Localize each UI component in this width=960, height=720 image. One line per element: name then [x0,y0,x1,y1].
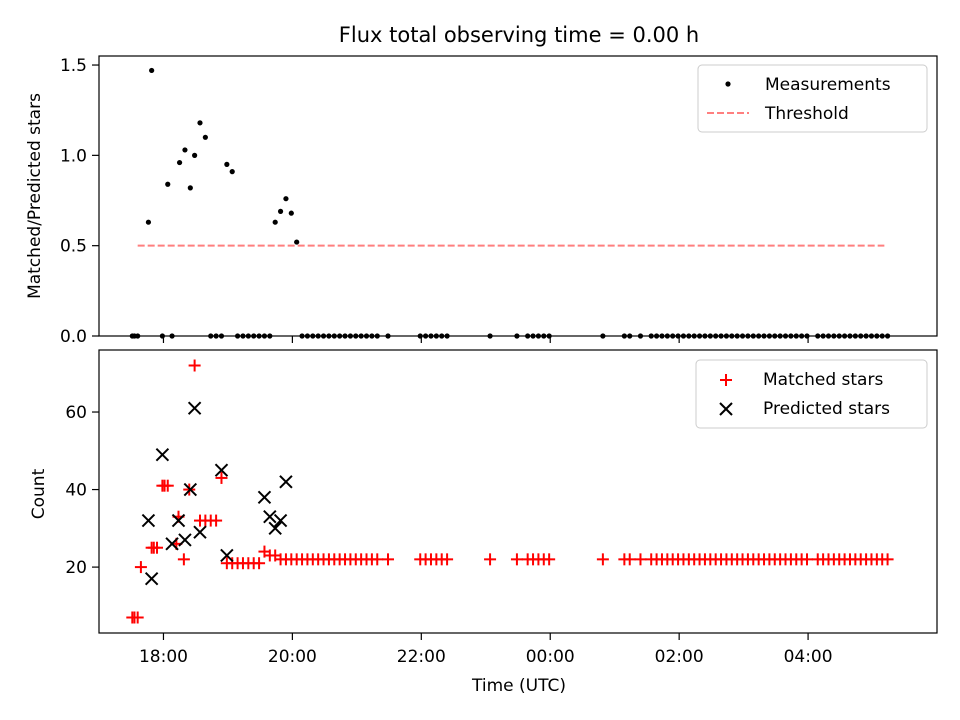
bottom-legend: Matched stars Predicted stars [695,359,928,429]
predicted-star-point [178,533,192,547]
predicted-star-point [165,537,179,551]
matched-star-point [441,553,454,566]
predicted-star-point [187,401,202,415]
top-x-ticks [162,336,809,343]
matched-star-point [510,553,523,566]
legend-threshold-label: Threshold [764,104,849,124]
measurement-point [224,161,230,167]
top-legend-box [697,64,928,133]
predicted-star-point [141,513,156,528]
measurement-point [202,134,208,140]
matched-star-point [215,471,228,484]
matched-star-point [177,553,190,566]
measurement-point [192,152,198,158]
matched-star-point [134,561,147,574]
legend-predicted-marker [719,402,733,416]
top-y-axis: 0.0 0.5 1.0 1.5 [60,56,99,347]
predicted-star-point [279,475,293,489]
measurement-point [187,185,193,191]
figure-title: Flux total observing time = 0.00 h [339,23,699,47]
measurement-point [229,169,235,175]
top-axes-frame [98,55,938,337]
top-legend: Measurements Threshold [697,64,928,133]
matched-star-point [881,553,894,566]
measurement-point [145,219,152,225]
bottom-legend-box [695,359,928,429]
bottom-axes-frame [98,349,938,634]
matched-star-point [371,553,384,566]
legend-matched-marker [720,374,732,386]
predicted-star-point [214,463,229,477]
top-ylabel: Matched/Predicted stars [25,93,45,299]
matched-star-point [634,553,647,566]
bottom-ylabel: Count [29,468,49,519]
measurement-point [149,67,155,74]
bottom-panel: 20 40 60 18:00 20:00 22:00 00:00 02:00 04:00 Co… [29,349,938,696]
predicted-star-point [171,513,186,528]
matched-star-point [188,359,201,372]
bottom-xtick-label: 20:00 [268,647,317,667]
measurement-point [182,147,188,153]
predicted-star-point [144,572,159,586]
measurement-point [197,120,203,126]
legend-measurements-marker [725,81,731,87]
top-ytick-label: 0.0 [60,327,87,347]
measurement-point [288,210,294,216]
matched-star-point [801,553,814,566]
bottom-y-axis: 20 40 60 [65,403,99,578]
predicted-star-point [263,509,277,524]
matched-star-point [151,541,164,554]
matched-star-point [623,553,636,566]
bottom-xtick-label: 22:00 [397,647,446,667]
top-ytick-label: 1.5 [60,56,87,76]
predicted-star-point [183,482,198,497]
bottom-ytick-label: 40 [65,481,87,501]
measurement-point [272,219,278,225]
matched-star-point [210,514,223,527]
matched-star-point [484,553,497,566]
predicted-star-point [155,447,170,462]
measurement-point [165,181,171,187]
predicted-star-point [268,521,282,536]
predicted-star-point [193,525,207,539]
matched-star-point [596,553,609,566]
matched-star-point [161,479,174,492]
matched-star-point [253,557,266,570]
top-ytick-label: 1.0 [60,146,87,166]
bottom-xtick-label: 18:00 [139,647,188,667]
predicted-star-point [220,548,234,563]
measurement-point [176,159,183,166]
matched-star-point [382,553,395,566]
bottom-matched-layer [126,359,894,624]
bottom-x-axis: 18:00 20:00 22:00 00:00 02:00 04:00 [139,633,833,667]
measurement-point [283,196,289,202]
legend-matched-label: Matched stars [763,370,883,390]
matched-star-point [131,611,144,624]
x-axis-label: Time (UTC) [471,676,566,696]
predicted-star-point [257,490,272,505]
measurement-point [294,239,300,245]
legend-measurements-label: Measurements [765,75,891,95]
matched-star-point [543,553,556,566]
bottom-predicted-layer [141,401,293,586]
bottom-ytick-label: 60 [65,403,87,423]
top-ytick-label: 0.5 [60,237,87,257]
legend-predicted-label: Predicted stars [763,399,890,419]
bottom-xtick-label: 02:00 [655,647,704,667]
bottom-xtick-label: 04:00 [784,647,833,667]
measurement-point [277,208,284,214]
bottom-ytick-label: 20 [65,558,87,578]
predicted-star-point [273,513,288,528]
top-panel: 0.0 0.5 1.0 1.5 Matched/Predicted stars Mea… [25,55,938,347]
bottom-xtick-label: 00:00 [526,647,575,667]
